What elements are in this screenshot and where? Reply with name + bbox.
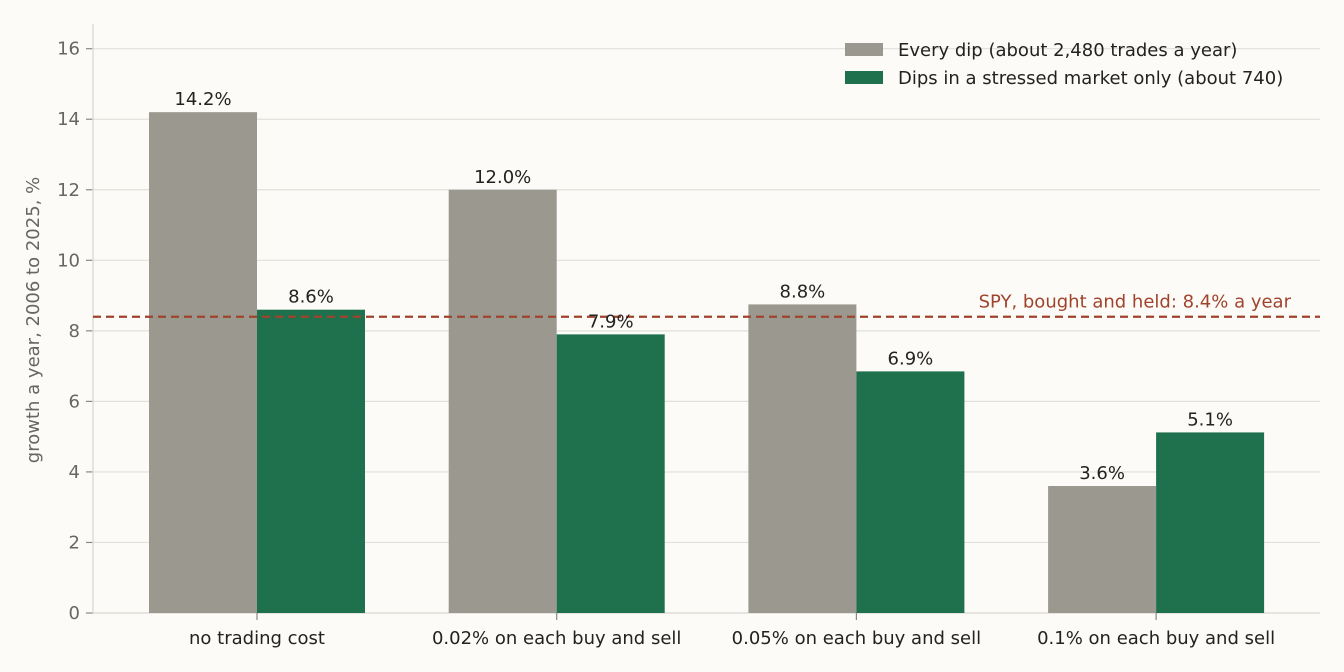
bar (257, 309, 365, 613)
bar-value-label: 12.0% (474, 167, 531, 188)
bar-value-label: 7.9% (588, 311, 634, 332)
x-category-label: 0.02% on each buy and sell (432, 628, 681, 649)
y-tick-label: 0 (69, 603, 80, 624)
x-category-label: no trading cost (189, 628, 325, 649)
bar (448, 189, 557, 613)
y-tick-label: 2 (69, 532, 80, 553)
y-tick-label: 10 (57, 250, 80, 271)
bar-value-label: 14.2% (174, 89, 231, 110)
y-tick-label: 14 (57, 109, 80, 130)
legend-swatch-stressed-market (845, 71, 883, 84)
bar-value-label: 3.6% (1079, 463, 1125, 484)
bar (1156, 432, 1265, 613)
x-category-label: 0.05% on each buy and sell (732, 628, 981, 649)
y-tick-label: 6 (69, 391, 80, 412)
y-tick-label: 4 (69, 462, 80, 483)
legend-swatch-every-dip (845, 43, 883, 56)
reference-line-label: SPY, bought and held: 8.4% a year (979, 292, 1292, 313)
bar-value-label: 6.9% (888, 348, 934, 369)
y-tick-label: 12 (57, 180, 80, 201)
legend-label-stressed-market: Dips in a stressed market only (about 74… (898, 68, 1283, 89)
bar (149, 112, 257, 614)
y-tick-label: 16 (57, 39, 80, 60)
bar-value-label: 8.8% (780, 281, 826, 302)
axes: 0 2 4 6 8 10 12 14 16 no trading cost 0.02% on eac… (57, 24, 1320, 649)
reference-line-group: SPY, bought and held: 8.4% a year (93, 292, 1320, 318)
bars (149, 112, 1265, 614)
legend: Every dip (about 2,480 trades a year) Di… (845, 40, 1283, 89)
bar-value-label: 8.6% (288, 287, 334, 308)
bar (748, 304, 857, 613)
bar (1048, 486, 1157, 613)
y-axis-title: growth a year, 2006 to 2025, % (23, 177, 44, 463)
bar (556, 334, 665, 613)
bar (856, 371, 965, 613)
bar-value-label: 5.1% (1187, 409, 1233, 430)
x-category-label: 0.1% on each buy and sell (1037, 628, 1275, 649)
y-tick-label: 8 (69, 321, 80, 342)
value-labels: 14.2% 8.6% 12.0% 7.9% 8.8% 6.9% 3.6% 5.1% (174, 89, 1233, 484)
legend-label-every-dip: Every dip (about 2,480 trades a year) (898, 40, 1237, 61)
